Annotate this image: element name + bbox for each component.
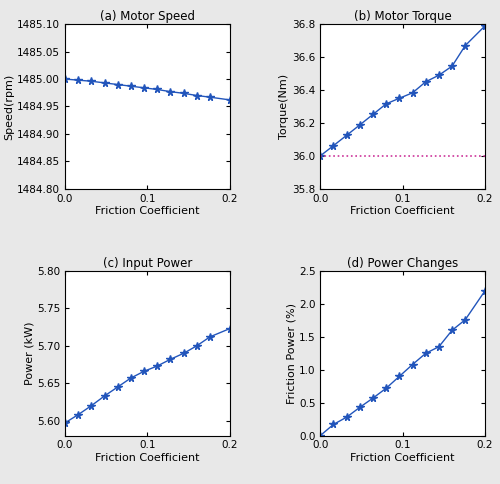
Title: (b) Motor Torque: (b) Motor Torque — [354, 10, 452, 23]
Title: (a) Motor Speed: (a) Motor Speed — [100, 10, 195, 23]
Title: (d) Power Changes: (d) Power Changes — [347, 257, 459, 270]
Y-axis label: Speed(rpm): Speed(rpm) — [4, 74, 14, 139]
X-axis label: Friction Coefficient: Friction Coefficient — [95, 453, 200, 463]
X-axis label: Friction Coefficient: Friction Coefficient — [95, 206, 200, 216]
Y-axis label: Friction Power (%): Friction Power (%) — [286, 303, 296, 404]
X-axis label: Friction Coefficient: Friction Coefficient — [350, 453, 455, 463]
Y-axis label: Power (kW): Power (kW) — [24, 321, 34, 385]
Y-axis label: Torque(Nm): Torque(Nm) — [280, 74, 289, 139]
X-axis label: Friction Coefficient: Friction Coefficient — [350, 206, 455, 216]
Title: (c) Input Power: (c) Input Power — [102, 257, 192, 270]
